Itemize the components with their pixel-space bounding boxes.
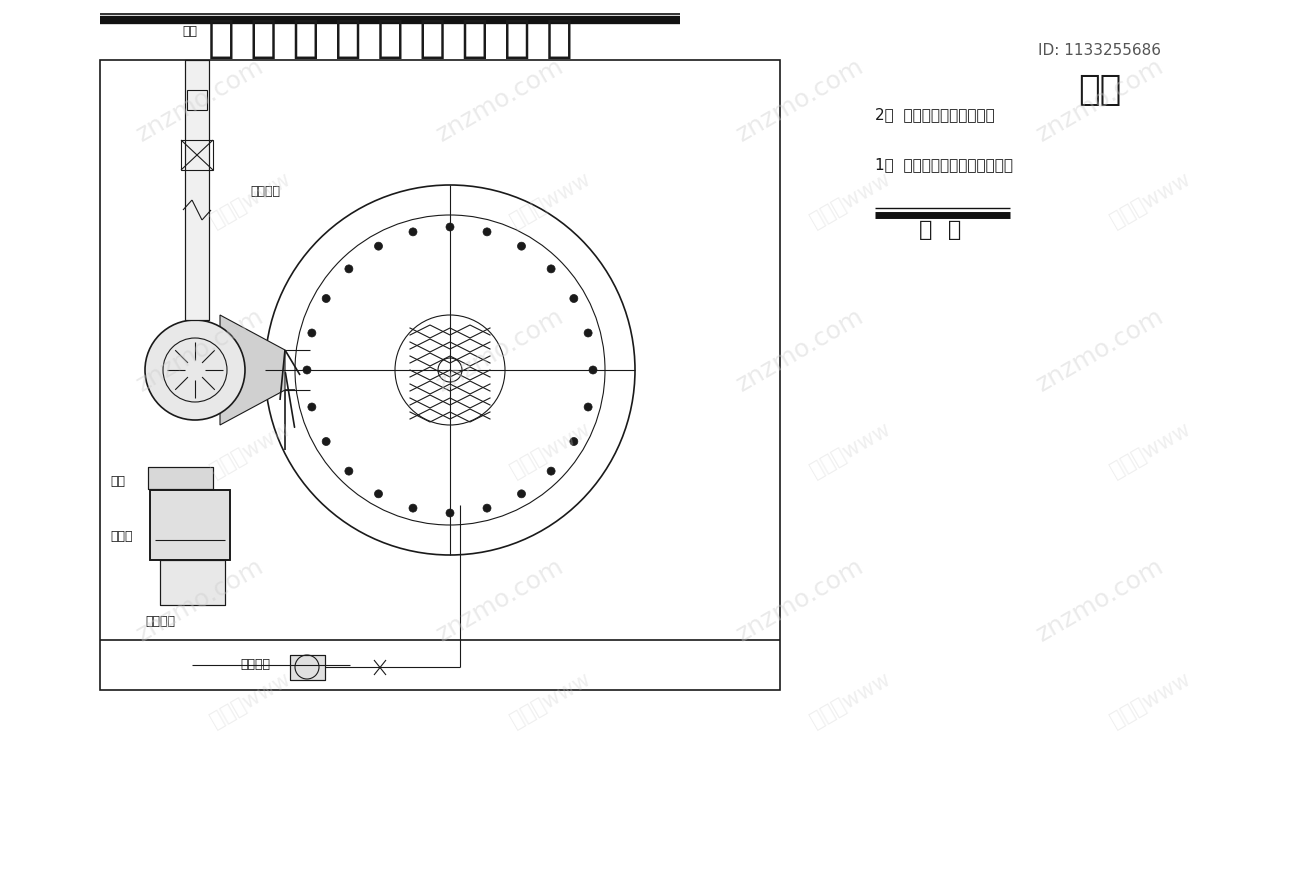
Text: znzmo.com: znzmo.com bbox=[433, 53, 568, 146]
Text: 水仪表箱: 水仪表箱 bbox=[145, 615, 175, 628]
Text: 知末网www: 知末网www bbox=[206, 169, 293, 231]
Text: znzmo.com: znzmo.com bbox=[732, 53, 868, 146]
Circle shape bbox=[584, 403, 592, 411]
Text: 知末网www: 知末网www bbox=[807, 669, 894, 731]
Text: znzmo.com: znzmo.com bbox=[433, 554, 568, 646]
Text: ID: 1133255686: ID: 1133255686 bbox=[1038, 43, 1161, 58]
Bar bbox=[150, 490, 231, 560]
Text: 循环水泵: 循环水泵 bbox=[240, 658, 270, 671]
Circle shape bbox=[374, 242, 383, 250]
Text: 知末网www: 知末网www bbox=[807, 169, 894, 231]
Text: znzmo.com: znzmo.com bbox=[1032, 53, 1167, 146]
Text: znzmo.com: znzmo.com bbox=[132, 53, 268, 146]
Circle shape bbox=[409, 504, 417, 512]
Text: 知末网www: 知末网www bbox=[507, 419, 593, 481]
Text: znzmo.com: znzmo.com bbox=[433, 304, 568, 396]
Text: 知末网www: 知末网www bbox=[807, 419, 894, 481]
Bar bbox=[181, 140, 212, 170]
Bar bbox=[291, 655, 324, 680]
Circle shape bbox=[517, 490, 525, 498]
Text: 控制柜: 控制柜 bbox=[109, 530, 133, 543]
Text: 生 物 除 臭 系 统 平 面 图: 生 物 除 臭 系 统 平 面 图 bbox=[207, 17, 572, 60]
Text: 知末网www: 知末网www bbox=[1106, 669, 1194, 731]
Text: 生物滤塔: 生物滤塔 bbox=[250, 185, 280, 198]
Circle shape bbox=[322, 295, 330, 303]
Text: 2．  实际施工以现场为准。: 2． 实际施工以现场为准。 bbox=[876, 108, 994, 122]
Bar bbox=[173, 385, 203, 403]
Circle shape bbox=[304, 366, 311, 374]
Text: 进气: 进气 bbox=[182, 25, 197, 38]
Polygon shape bbox=[220, 315, 285, 425]
Circle shape bbox=[374, 490, 383, 498]
Bar bbox=[150, 490, 231, 560]
Circle shape bbox=[584, 329, 592, 337]
Text: 知末网www: 知末网www bbox=[1106, 169, 1194, 231]
Circle shape bbox=[308, 403, 315, 411]
Bar bbox=[149, 467, 212, 489]
Circle shape bbox=[589, 366, 597, 374]
Circle shape bbox=[345, 467, 353, 475]
Text: 风机: 风机 bbox=[109, 475, 125, 488]
Text: znzmo.com: znzmo.com bbox=[132, 304, 268, 396]
Text: znzmo.com: znzmo.com bbox=[1032, 554, 1167, 646]
Bar bbox=[291, 655, 324, 680]
Circle shape bbox=[517, 242, 525, 250]
Text: 1．  图中尺寸单位：以毫米计。: 1． 图中尺寸单位：以毫米计。 bbox=[876, 158, 1012, 173]
Circle shape bbox=[345, 265, 353, 273]
Text: znzmo.com: znzmo.com bbox=[132, 554, 268, 646]
Circle shape bbox=[322, 437, 330, 446]
Bar bbox=[188, 90, 207, 110]
Circle shape bbox=[308, 329, 315, 337]
Bar bbox=[185, 60, 208, 320]
Text: 知末网www: 知末网www bbox=[1106, 419, 1194, 481]
Bar bbox=[165, 340, 220, 400]
Bar bbox=[160, 560, 225, 605]
Circle shape bbox=[446, 223, 453, 231]
Bar bbox=[149, 467, 212, 489]
Circle shape bbox=[145, 320, 245, 420]
Circle shape bbox=[446, 509, 453, 517]
Text: 知末网www: 知末网www bbox=[507, 169, 593, 231]
Circle shape bbox=[569, 437, 577, 446]
Circle shape bbox=[483, 228, 491, 236]
Text: 知末: 知末 bbox=[1079, 73, 1122, 107]
Bar bbox=[100, 60, 780, 690]
Bar bbox=[185, 60, 208, 320]
Text: 知末网www: 知末网www bbox=[206, 669, 293, 731]
Text: znzmo.com: znzmo.com bbox=[1032, 304, 1167, 396]
Bar bbox=[160, 560, 225, 605]
Circle shape bbox=[547, 467, 555, 475]
Circle shape bbox=[569, 295, 577, 303]
Text: 说  明: 说 明 bbox=[919, 220, 962, 240]
Text: znzmo.com: znzmo.com bbox=[732, 554, 868, 646]
Text: 知末网www: 知末网www bbox=[507, 669, 593, 731]
Circle shape bbox=[409, 228, 417, 236]
Text: 知末网www: 知末网www bbox=[206, 419, 293, 481]
Circle shape bbox=[483, 504, 491, 512]
Text: znzmo.com: znzmo.com bbox=[732, 304, 868, 396]
Circle shape bbox=[547, 265, 555, 273]
